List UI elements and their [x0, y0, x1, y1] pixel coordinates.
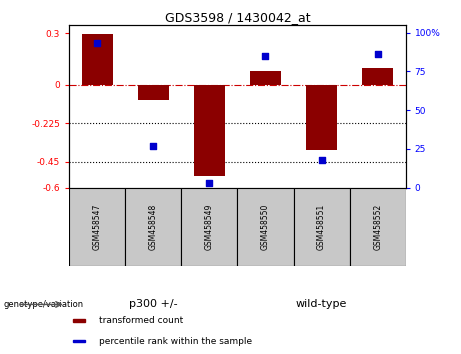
- Bar: [82, 34, 112, 85]
- Text: GSM458550: GSM458550: [261, 203, 270, 250]
- Bar: [72, 319, 85, 322]
- Point: [94, 41, 101, 46]
- Text: GSM458552: GSM458552: [373, 204, 382, 250]
- Point: [206, 180, 213, 186]
- Bar: [237, 188, 294, 266]
- Title: GDS3598 / 1430042_at: GDS3598 / 1430042_at: [165, 11, 310, 24]
- Bar: [194, 85, 225, 176]
- Point: [374, 51, 381, 57]
- Point: [262, 53, 269, 59]
- Bar: [306, 85, 337, 150]
- Bar: [125, 188, 181, 266]
- Text: genotype/variation: genotype/variation: [4, 300, 83, 309]
- Bar: [69, 188, 125, 266]
- Bar: [362, 68, 393, 85]
- Bar: [250, 71, 281, 85]
- Text: p300 +/-: p300 +/-: [129, 299, 177, 309]
- Point: [318, 157, 325, 162]
- Text: wild-type: wild-type: [296, 299, 347, 309]
- Bar: [138, 85, 169, 100]
- Text: GSM458551: GSM458551: [317, 204, 326, 250]
- Text: GSM458547: GSM458547: [93, 203, 102, 250]
- Text: transformed count: transformed count: [100, 316, 183, 325]
- Text: GSM458548: GSM458548: [149, 204, 158, 250]
- Bar: [72, 340, 85, 343]
- Bar: [181, 188, 237, 266]
- Text: percentile rank within the sample: percentile rank within the sample: [100, 337, 253, 346]
- Bar: [349, 188, 406, 266]
- Point: [149, 143, 157, 149]
- Text: GSM458549: GSM458549: [205, 203, 214, 250]
- Bar: [294, 188, 349, 266]
